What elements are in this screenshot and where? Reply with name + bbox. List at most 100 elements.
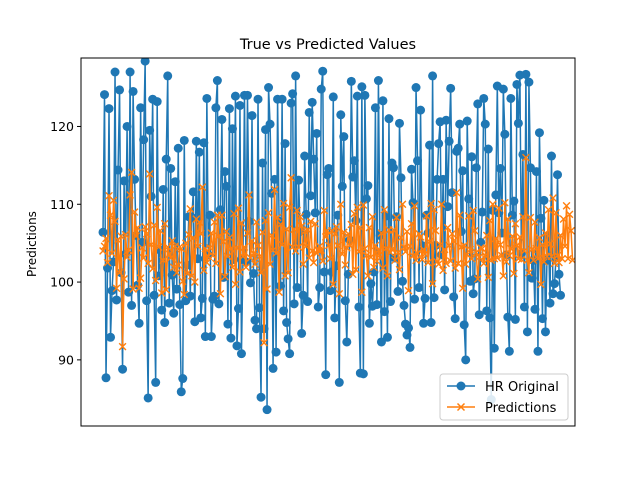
data-point-hr-original	[110, 67, 120, 77]
data-point-predictions	[233, 243, 241, 252]
data-point-hr-original	[249, 269, 258, 279]
data-point-predictions	[142, 229, 151, 238]
data-point-predictions	[293, 206, 302, 215]
data-point-predictions	[558, 254, 566, 263]
data-point-hr-original	[235, 100, 245, 110]
data-point-predictions	[485, 216, 494, 225]
data-point-hr-original	[300, 151, 310, 161]
data-point-predictions	[117, 232, 125, 241]
data-point-hr-original	[489, 343, 499, 353]
data-point-hr-original	[443, 202, 453, 212]
data-point-predictions	[446, 257, 455, 265]
data-point-hr-original	[104, 104, 114, 114]
data-point-hr-original	[127, 300, 137, 310]
data-point-hr-original	[354, 302, 364, 312]
data-point-predictions	[561, 242, 569, 251]
data-point-predictions	[141, 222, 150, 231]
data-point-predictions	[133, 223, 142, 232]
legend-marker-hr-original	[456, 381, 466, 391]
data-point-hr-original	[303, 297, 313, 307]
data-point-hr-original	[283, 334, 293, 344]
data-point-hr-original	[402, 330, 412, 340]
data-point-hr-original	[185, 291, 195, 301]
data-point-predictions	[178, 277, 187, 286]
data-point-predictions	[439, 266, 448, 275]
data-point-predictions	[329, 280, 338, 289]
data-point-hr-original	[286, 98, 296, 108]
data-point-predictions	[541, 229, 550, 237]
data-point-hr-original	[178, 374, 188, 384]
data-point-predictions	[398, 200, 407, 209]
data-point-predictions	[166, 254, 175, 262]
data-point-hr-original	[288, 89, 298, 99]
data-point-predictions	[497, 251, 506, 260]
data-point-hr-original	[464, 194, 474, 204]
data-point-hr-original	[258, 158, 268, 168]
data-point-predictions	[443, 223, 452, 232]
data-point-predictions	[290, 225, 299, 234]
data-point-hr-original	[339, 132, 349, 142]
data-point-predictions	[425, 237, 434, 246]
data-point-predictions	[205, 243, 214, 252]
data-point-predictions	[297, 222, 306, 230]
data-point-predictions	[531, 218, 539, 227]
data-point-hr-original	[163, 71, 173, 81]
data-point-predictions	[452, 188, 461, 197]
data-point-predictions	[419, 245, 428, 254]
data-point-predictions	[136, 274, 145, 283]
data-point-hr-original	[540, 327, 550, 337]
data-point-predictions	[499, 271, 508, 280]
data-point-hr-original	[474, 310, 484, 320]
data-point-predictions	[377, 229, 386, 237]
data-point-predictions	[454, 259, 463, 268]
data-point-hr-original	[361, 194, 371, 204]
data-point-hr-original	[358, 369, 368, 379]
data-point-predictions	[267, 231, 276, 240]
data-point-predictions	[198, 183, 207, 192]
data-point-predictions	[294, 243, 303, 251]
data-point-hr-original	[217, 114, 227, 124]
data-point-predictions	[225, 233, 234, 242]
data-point-predictions	[564, 254, 572, 263]
data-point-hr-original	[504, 346, 514, 356]
data-point-hr-original	[506, 93, 516, 103]
data-point-predictions	[544, 205, 553, 214]
data-point-hr-original	[224, 104, 234, 114]
data-point-predictions	[395, 265, 404, 274]
data-point-predictions	[350, 209, 359, 218]
data-point-predictions	[183, 269, 192, 278]
data-point-predictions	[427, 199, 435, 208]
data-point-hr-original	[446, 83, 456, 93]
data-point-predictions	[303, 226, 312, 234]
data-point-predictions	[255, 252, 264, 261]
data-point-predictions	[347, 220, 356, 229]
data-point-hr-original	[500, 129, 510, 139]
data-point-hr-original	[420, 293, 430, 303]
data-point-predictions	[339, 228, 348, 237]
data-point-hr-original	[271, 347, 281, 357]
data-point-predictions	[525, 268, 533, 277]
data-point-hr-original	[394, 118, 404, 128]
data-point-predictions	[153, 203, 162, 212]
data-point-hr-original	[115, 85, 125, 95]
data-point-predictions	[354, 247, 363, 256]
data-point-predictions	[195, 218, 204, 227]
data-point-hr-original	[265, 119, 275, 129]
data-point-hr-original	[125, 67, 135, 77]
data-point-predictions	[151, 276, 160, 285]
data-point-predictions	[404, 286, 413, 295]
data-point-hr-original	[325, 286, 335, 296]
legend: HR Original Predictions	[439, 373, 569, 421]
data-point-predictions	[218, 211, 226, 220]
data-point-hr-original	[450, 314, 460, 324]
data-point-predictions	[199, 266, 208, 275]
data-point-predictions	[287, 173, 296, 182]
data-point-hr-original	[398, 276, 407, 286]
data-point-hr-original	[319, 267, 329, 277]
data-point-predictions	[470, 226, 479, 235]
data-point-predictions	[321, 233, 330, 241]
data-point-hr-original	[276, 281, 286, 291]
data-point-predictions	[187, 271, 196, 280]
data-point-hr-original	[381, 211, 391, 221]
legend-marker-predictions	[456, 402, 466, 412]
